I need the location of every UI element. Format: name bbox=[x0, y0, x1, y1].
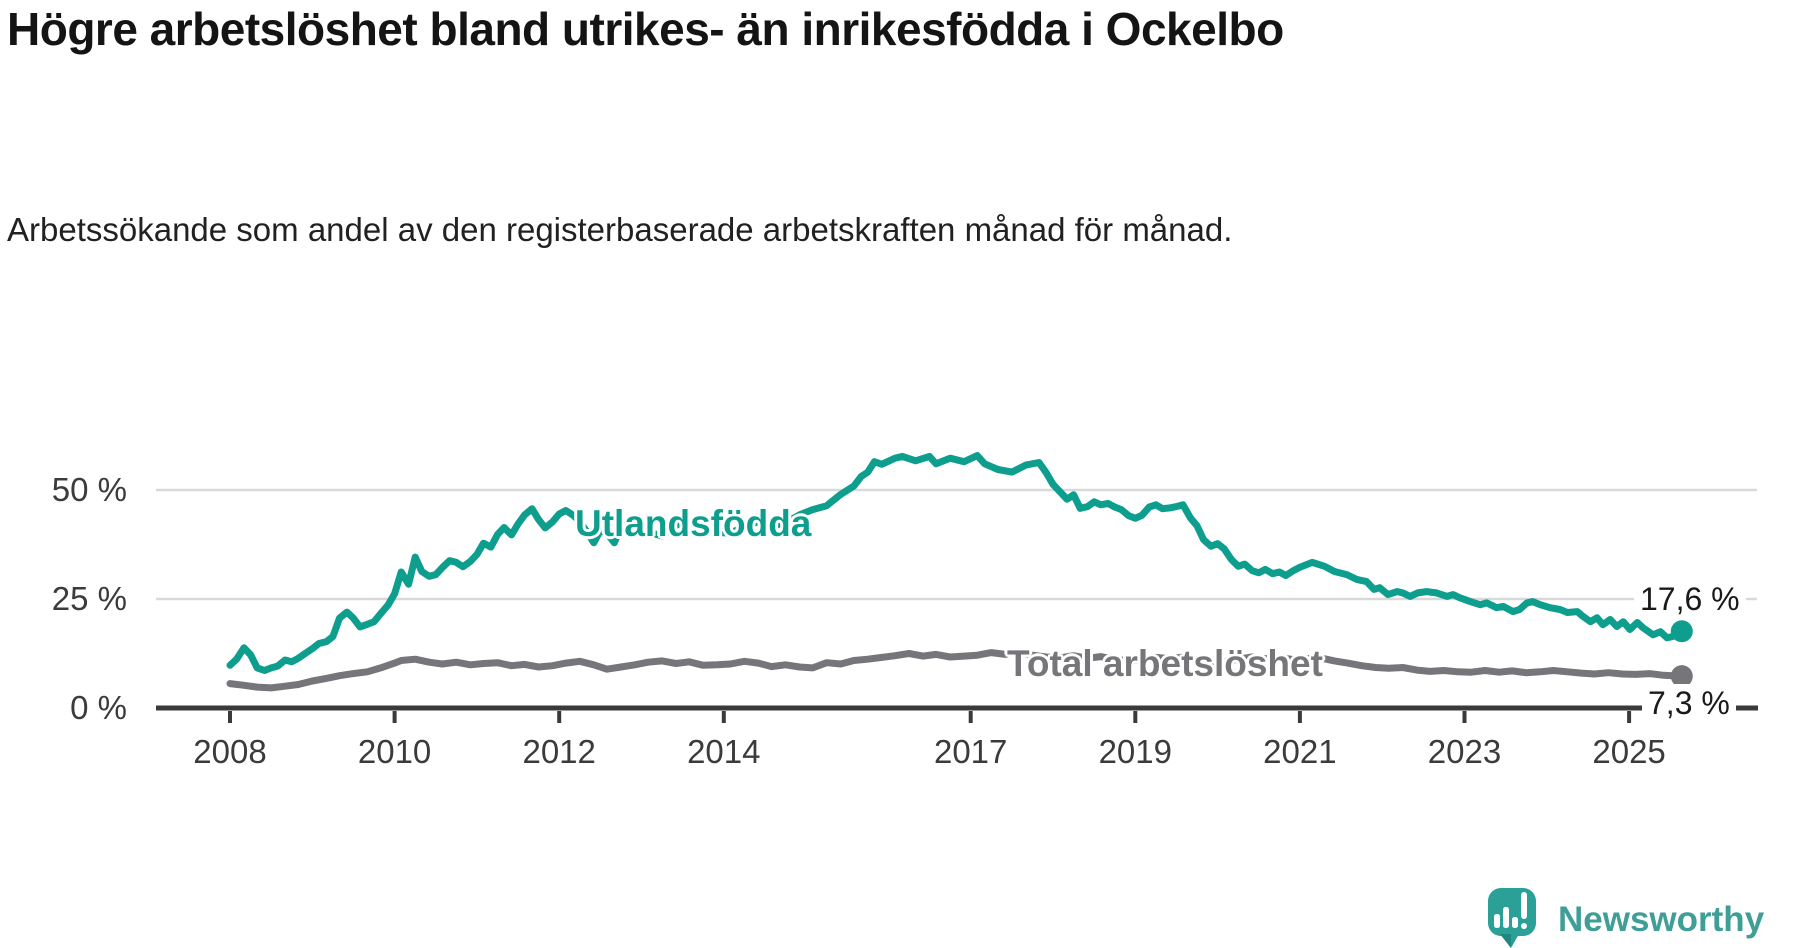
x-tick-label: 2023 bbox=[1427, 733, 1502, 770]
y-tick-label: 50 % bbox=[51, 471, 127, 508]
end-point-Total arbetslöshet bbox=[1670, 665, 1693, 688]
y-tick-label: 25 % bbox=[51, 580, 127, 617]
x-tick-label: 2017 bbox=[933, 733, 1008, 770]
y-tick-label: 0 % bbox=[70, 689, 127, 726]
end-value-label-total-arbetsloshet: 7,3 % bbox=[1642, 684, 1736, 722]
newsworthy-logo: Newsworthy bbox=[1486, 886, 1800, 948]
newsworthy-logo-icon bbox=[1488, 888, 1536, 948]
x-tick-label: 2012 bbox=[522, 733, 596, 770]
x-tick-label: 2010 bbox=[357, 733, 432, 770]
x-tick-label: 2021 bbox=[1263, 733, 1337, 770]
series-label-utlandsfodda: Utlandsfödda bbox=[575, 503, 812, 544]
series-label-total-arbetsloshet: Total arbetslöshet bbox=[1007, 643, 1323, 684]
x-tick-label: 2019 bbox=[1098, 733, 1172, 770]
end-value-label-utlandsfodda: 17,6 % bbox=[1634, 580, 1746, 618]
x-tick-label: 2014 bbox=[687, 733, 761, 770]
newsworthy-logo-text: Newsworthy bbox=[1558, 900, 1765, 939]
line-Utlandsfödda bbox=[226, 452, 1686, 674]
chart-title: Högre arbetslöshet bland utrikes- än inr… bbox=[7, 3, 1284, 55]
chart-subtitle: Arbetssökande som andel av den registerb… bbox=[7, 211, 1233, 248]
end-point-Utlandsfödda bbox=[1670, 620, 1693, 643]
x-tick-label: 2025 bbox=[1592, 733, 1666, 770]
line-Total arbetslöshet bbox=[226, 649, 1686, 692]
x-tick-label: 2008 bbox=[193, 733, 267, 770]
